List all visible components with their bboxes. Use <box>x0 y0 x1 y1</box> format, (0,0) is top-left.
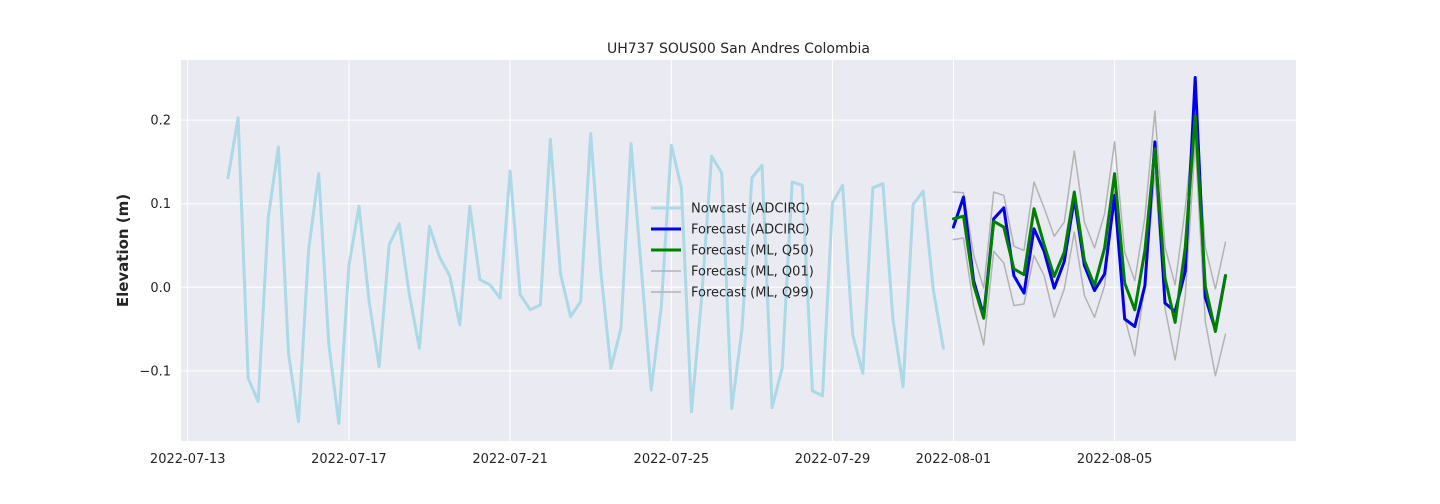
legend: Nowcast (ADCIRC) Forecast (ADCIRC) Forecas… <box>651 202 814 301</box>
series-line-4 <box>952 110 1227 290</box>
x-tick-label: 2022-07-17 <box>311 452 387 467</box>
series-line-2 <box>951 114 1227 333</box>
legend-label: Forecast (ML, Q99) <box>691 286 814 301</box>
x-tick-label: 2022-07-13 <box>150 452 226 467</box>
x-tick-label: 2022-07-25 <box>634 452 710 467</box>
legend-label: Forecast (ADCIRC) <box>691 223 810 238</box>
series-line-3 <box>952 141 1227 377</box>
y-tick-label: 0.1 <box>150 197 171 212</box>
y-axis-label: Elevation (m) <box>114 194 132 307</box>
legend-label: Forecast (ML, Q50) <box>691 244 814 259</box>
x-tick-label: 2022-08-01 <box>916 452 992 467</box>
x-tick-label: 2022-07-21 <box>472 452 548 467</box>
series-line-0 <box>226 116 945 425</box>
series-layer <box>226 76 1227 425</box>
plot-area <box>181 60 1296 441</box>
x-tick-label: 2022-08-05 <box>1077 452 1153 467</box>
y-tick-label: −0.1 <box>139 364 171 379</box>
legend-label: Nowcast (ADCIRC) <box>691 202 810 217</box>
legend-label: Forecast (ML, Q01) <box>691 265 814 280</box>
tick-labels: 2022-07-13 2022-07-17 2022-07-21 2022-07-25… <box>139 114 1152 467</box>
chart-title: UH737 SOUS00 San Andres Colombia <box>607 41 870 57</box>
y-tick-label: 0.2 <box>150 114 171 129</box>
y-tick-label: 0.0 <box>150 281 171 296</box>
x-tick-label: 2022-07-29 <box>795 452 871 467</box>
